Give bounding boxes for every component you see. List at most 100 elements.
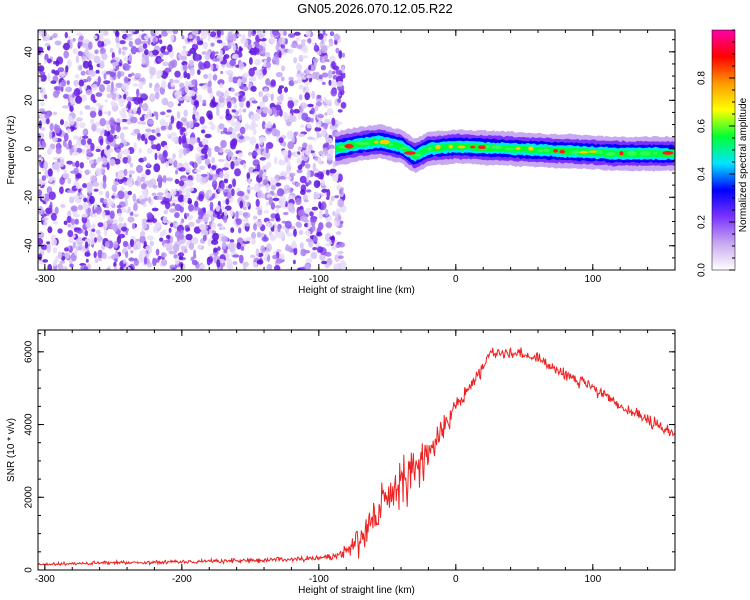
noise-blob [293, 31, 301, 36]
noise-blob [47, 226, 53, 234]
noise-blob [159, 118, 166, 127]
noise-blob [212, 74, 218, 81]
noise-blob [114, 158, 121, 165]
noise-blob [187, 197, 193, 205]
noise-blob [238, 62, 245, 70]
signal-hotspot [435, 144, 441, 150]
noise-blob [216, 30, 222, 38]
noise-blob [317, 150, 325, 156]
noise-blob [147, 180, 153, 188]
noise-blob [65, 65, 69, 73]
noise-blob [65, 252, 70, 259]
noise-blob [102, 174, 107, 183]
noise-blob [188, 59, 195, 67]
noise-blob [143, 241, 147, 248]
noise-blob [337, 98, 342, 103]
noise-blob [269, 36, 276, 44]
noise-blob [309, 211, 314, 217]
bottom-x-axis-label: Height of straight line (km) [298, 585, 415, 596]
noise-blob [109, 117, 115, 126]
noise-blob [306, 230, 311, 236]
noise-blob [154, 91, 160, 100]
noise-blob [197, 244, 203, 250]
noise-blob [316, 231, 323, 237]
noise-blob [130, 250, 134, 254]
noise-blob [200, 228, 209, 238]
noise-blob [194, 169, 202, 173]
noise-blob [75, 160, 80, 168]
noise-blob [122, 240, 129, 248]
noise-blob [223, 162, 231, 169]
noise-blob [82, 183, 88, 189]
noise-blob [169, 235, 174, 244]
noise-blob [69, 263, 74, 268]
noise-blob [66, 215, 72, 224]
noise-blob [80, 138, 87, 146]
noise-blob [328, 79, 332, 86]
noise-blob [251, 151, 259, 156]
top-y-axis-label: Frequency (Hz) [6, 116, 17, 185]
noise-blob [274, 225, 278, 234]
noise-blob [73, 144, 78, 153]
noise-blob [240, 246, 245, 251]
noise-blob [175, 230, 181, 239]
noise-blob [122, 126, 129, 130]
noise-blob [221, 235, 229, 242]
noise-blob [320, 45, 328, 54]
noise-blob [226, 61, 230, 68]
noise-blob [114, 266, 118, 270]
noise-blob [204, 144, 208, 148]
noise-blob [241, 97, 245, 102]
noise-blob [246, 100, 251, 108]
signal-hotspot [619, 151, 624, 156]
noise-blob [165, 161, 170, 168]
noise-blob [269, 235, 276, 242]
noise-blob [214, 145, 220, 153]
noise-blob [188, 242, 195, 250]
noise-blob [91, 83, 98, 91]
noise-blob [176, 162, 185, 169]
noise-blob [275, 258, 283, 264]
top-y-tick-label: 20 [24, 94, 35, 106]
noise-blob [154, 221, 161, 229]
noise-blob [292, 153, 300, 158]
noise-blob [165, 234, 171, 239]
colorbar-tick-label: 0.2 [697, 215, 708, 229]
noise-blob [296, 62, 302, 71]
noise-blob [302, 142, 308, 149]
noise-blob [332, 70, 336, 75]
noise-blob [223, 249, 228, 254]
noise-blob [178, 180, 185, 187]
noise-blob [38, 206, 44, 215]
noise-blob [117, 233, 126, 239]
noise-blob [170, 132, 177, 136]
noise-blob [111, 204, 116, 209]
noise-blob [283, 150, 289, 157]
signal-hotspot [485, 145, 491, 149]
noise-blob [270, 176, 274, 186]
noise-blob [128, 170, 135, 175]
noise-blob [80, 70, 86, 76]
noise-blob [254, 58, 261, 66]
noise-blob [160, 46, 166, 54]
noise-blob [313, 62, 318, 67]
noise-blob [289, 115, 297, 123]
top-x-tick-label: -200 [172, 274, 192, 285]
signal-hotspot [404, 151, 416, 155]
top-x-tick-label: -100 [309, 274, 329, 285]
noise-blob [89, 175, 98, 182]
noise-blob [288, 76, 294, 81]
noise-blob [60, 119, 64, 126]
noise-blob [188, 120, 194, 129]
noise-blob [158, 34, 162, 39]
bottom-y-tick-label: 2000 [24, 486, 35, 509]
noise-blob [67, 177, 71, 185]
noise-blob [47, 58, 52, 64]
noise-blob [232, 127, 237, 137]
noise-blob [337, 198, 345, 208]
noise-blob [223, 178, 229, 184]
noise-blob [308, 65, 312, 71]
noise-blob [156, 195, 164, 200]
noise-blob [179, 261, 184, 268]
